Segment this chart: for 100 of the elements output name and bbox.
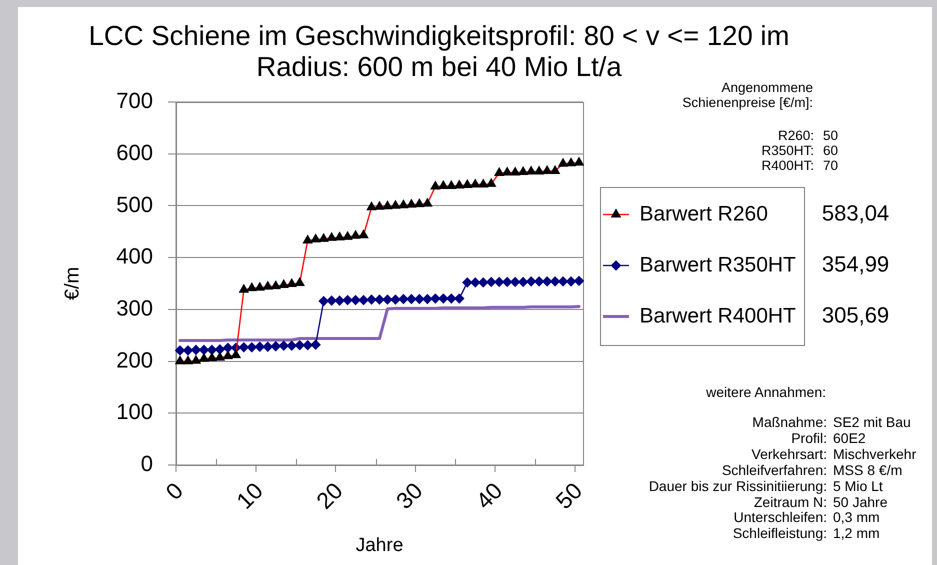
text: Schleifleistung: 1,2 mm xyxy=(732,525,880,542)
point xyxy=(558,276,568,286)
point xyxy=(254,342,265,352)
point xyxy=(318,296,329,306)
point xyxy=(239,284,249,293)
point xyxy=(422,198,432,207)
point xyxy=(190,344,201,355)
point xyxy=(542,165,552,174)
point xyxy=(310,340,321,350)
point xyxy=(334,232,344,240)
point xyxy=(574,157,584,166)
x-tick-label: 30 xyxy=(390,477,428,514)
x-axis-title: Jahre xyxy=(356,534,404,556)
text: Unterschleifen: 0,3 mm xyxy=(734,509,880,526)
text: Angenommene Schienenpreise [€/m]: xyxy=(681,80,813,110)
point xyxy=(446,180,456,190)
point xyxy=(318,233,328,242)
text: Schleifverfahren: MSS 8 €/m xyxy=(722,462,902,478)
text: 583,04 xyxy=(822,200,890,226)
point xyxy=(198,344,209,355)
point xyxy=(374,201,384,210)
point xyxy=(566,158,576,166)
point xyxy=(398,200,408,208)
point xyxy=(223,350,233,360)
legend-label: Barwert R400HT xyxy=(640,304,796,328)
text: weitere Annahmen: xyxy=(706,384,826,400)
text: Profil: 60E2 xyxy=(791,430,866,446)
point xyxy=(558,158,568,167)
point xyxy=(326,296,337,306)
point xyxy=(510,276,520,287)
x-tick-label: 20 xyxy=(311,477,348,514)
point xyxy=(278,340,289,351)
point xyxy=(502,167,512,176)
point xyxy=(231,350,241,358)
point xyxy=(390,200,400,209)
point xyxy=(566,276,576,286)
point xyxy=(310,234,320,242)
point xyxy=(422,294,432,304)
x-tick-label: 0 xyxy=(160,477,188,505)
point xyxy=(406,294,416,304)
point xyxy=(414,198,424,208)
point xyxy=(270,341,281,352)
point xyxy=(262,342,273,352)
point xyxy=(174,345,185,356)
point xyxy=(238,342,249,352)
x-tick-label: 40 xyxy=(470,477,508,514)
point xyxy=(470,178,480,188)
point xyxy=(262,281,273,290)
point xyxy=(191,355,201,364)
point xyxy=(326,232,336,241)
point xyxy=(478,178,488,188)
point xyxy=(518,166,528,176)
point xyxy=(342,295,353,306)
point xyxy=(334,296,345,306)
point xyxy=(438,180,448,190)
y-tick-label: 300 xyxy=(116,295,153,320)
text: 354,99 xyxy=(822,252,890,277)
point xyxy=(502,276,512,287)
point xyxy=(374,294,384,305)
point xyxy=(510,167,520,176)
point xyxy=(199,353,209,362)
point xyxy=(382,294,392,305)
point xyxy=(550,165,560,174)
y-axis-title: €/m xyxy=(62,266,84,300)
point xyxy=(526,276,536,286)
point xyxy=(526,166,536,174)
x-tick-label: 10 xyxy=(231,477,268,514)
y-tick-label: 400 xyxy=(116,244,153,269)
point xyxy=(294,277,305,286)
point xyxy=(454,180,464,188)
point xyxy=(358,295,369,306)
point xyxy=(350,230,360,239)
point xyxy=(382,200,392,210)
point xyxy=(366,202,376,210)
point xyxy=(350,295,361,306)
point xyxy=(302,234,313,244)
point xyxy=(438,294,448,304)
text: Dauer bis zur Rissinitiierung: 5 Mio Lt xyxy=(648,478,883,494)
point xyxy=(486,276,496,287)
point xyxy=(294,340,305,350)
point xyxy=(270,280,281,290)
point xyxy=(574,276,584,286)
point xyxy=(183,356,193,364)
point xyxy=(478,277,488,288)
text: R400HT: 70 xyxy=(761,158,838,172)
point xyxy=(398,294,408,304)
point xyxy=(542,276,552,286)
point xyxy=(494,276,504,287)
point xyxy=(207,352,217,362)
point xyxy=(494,168,504,176)
point xyxy=(246,282,257,292)
point xyxy=(215,352,225,361)
x-tick-label: 50 xyxy=(550,477,588,514)
point xyxy=(550,276,560,286)
point xyxy=(390,294,400,305)
point xyxy=(358,230,368,238)
point xyxy=(518,276,528,287)
point xyxy=(286,340,297,351)
point xyxy=(222,342,233,353)
text: Maßnahme: SE2 mit Bau xyxy=(752,414,911,430)
